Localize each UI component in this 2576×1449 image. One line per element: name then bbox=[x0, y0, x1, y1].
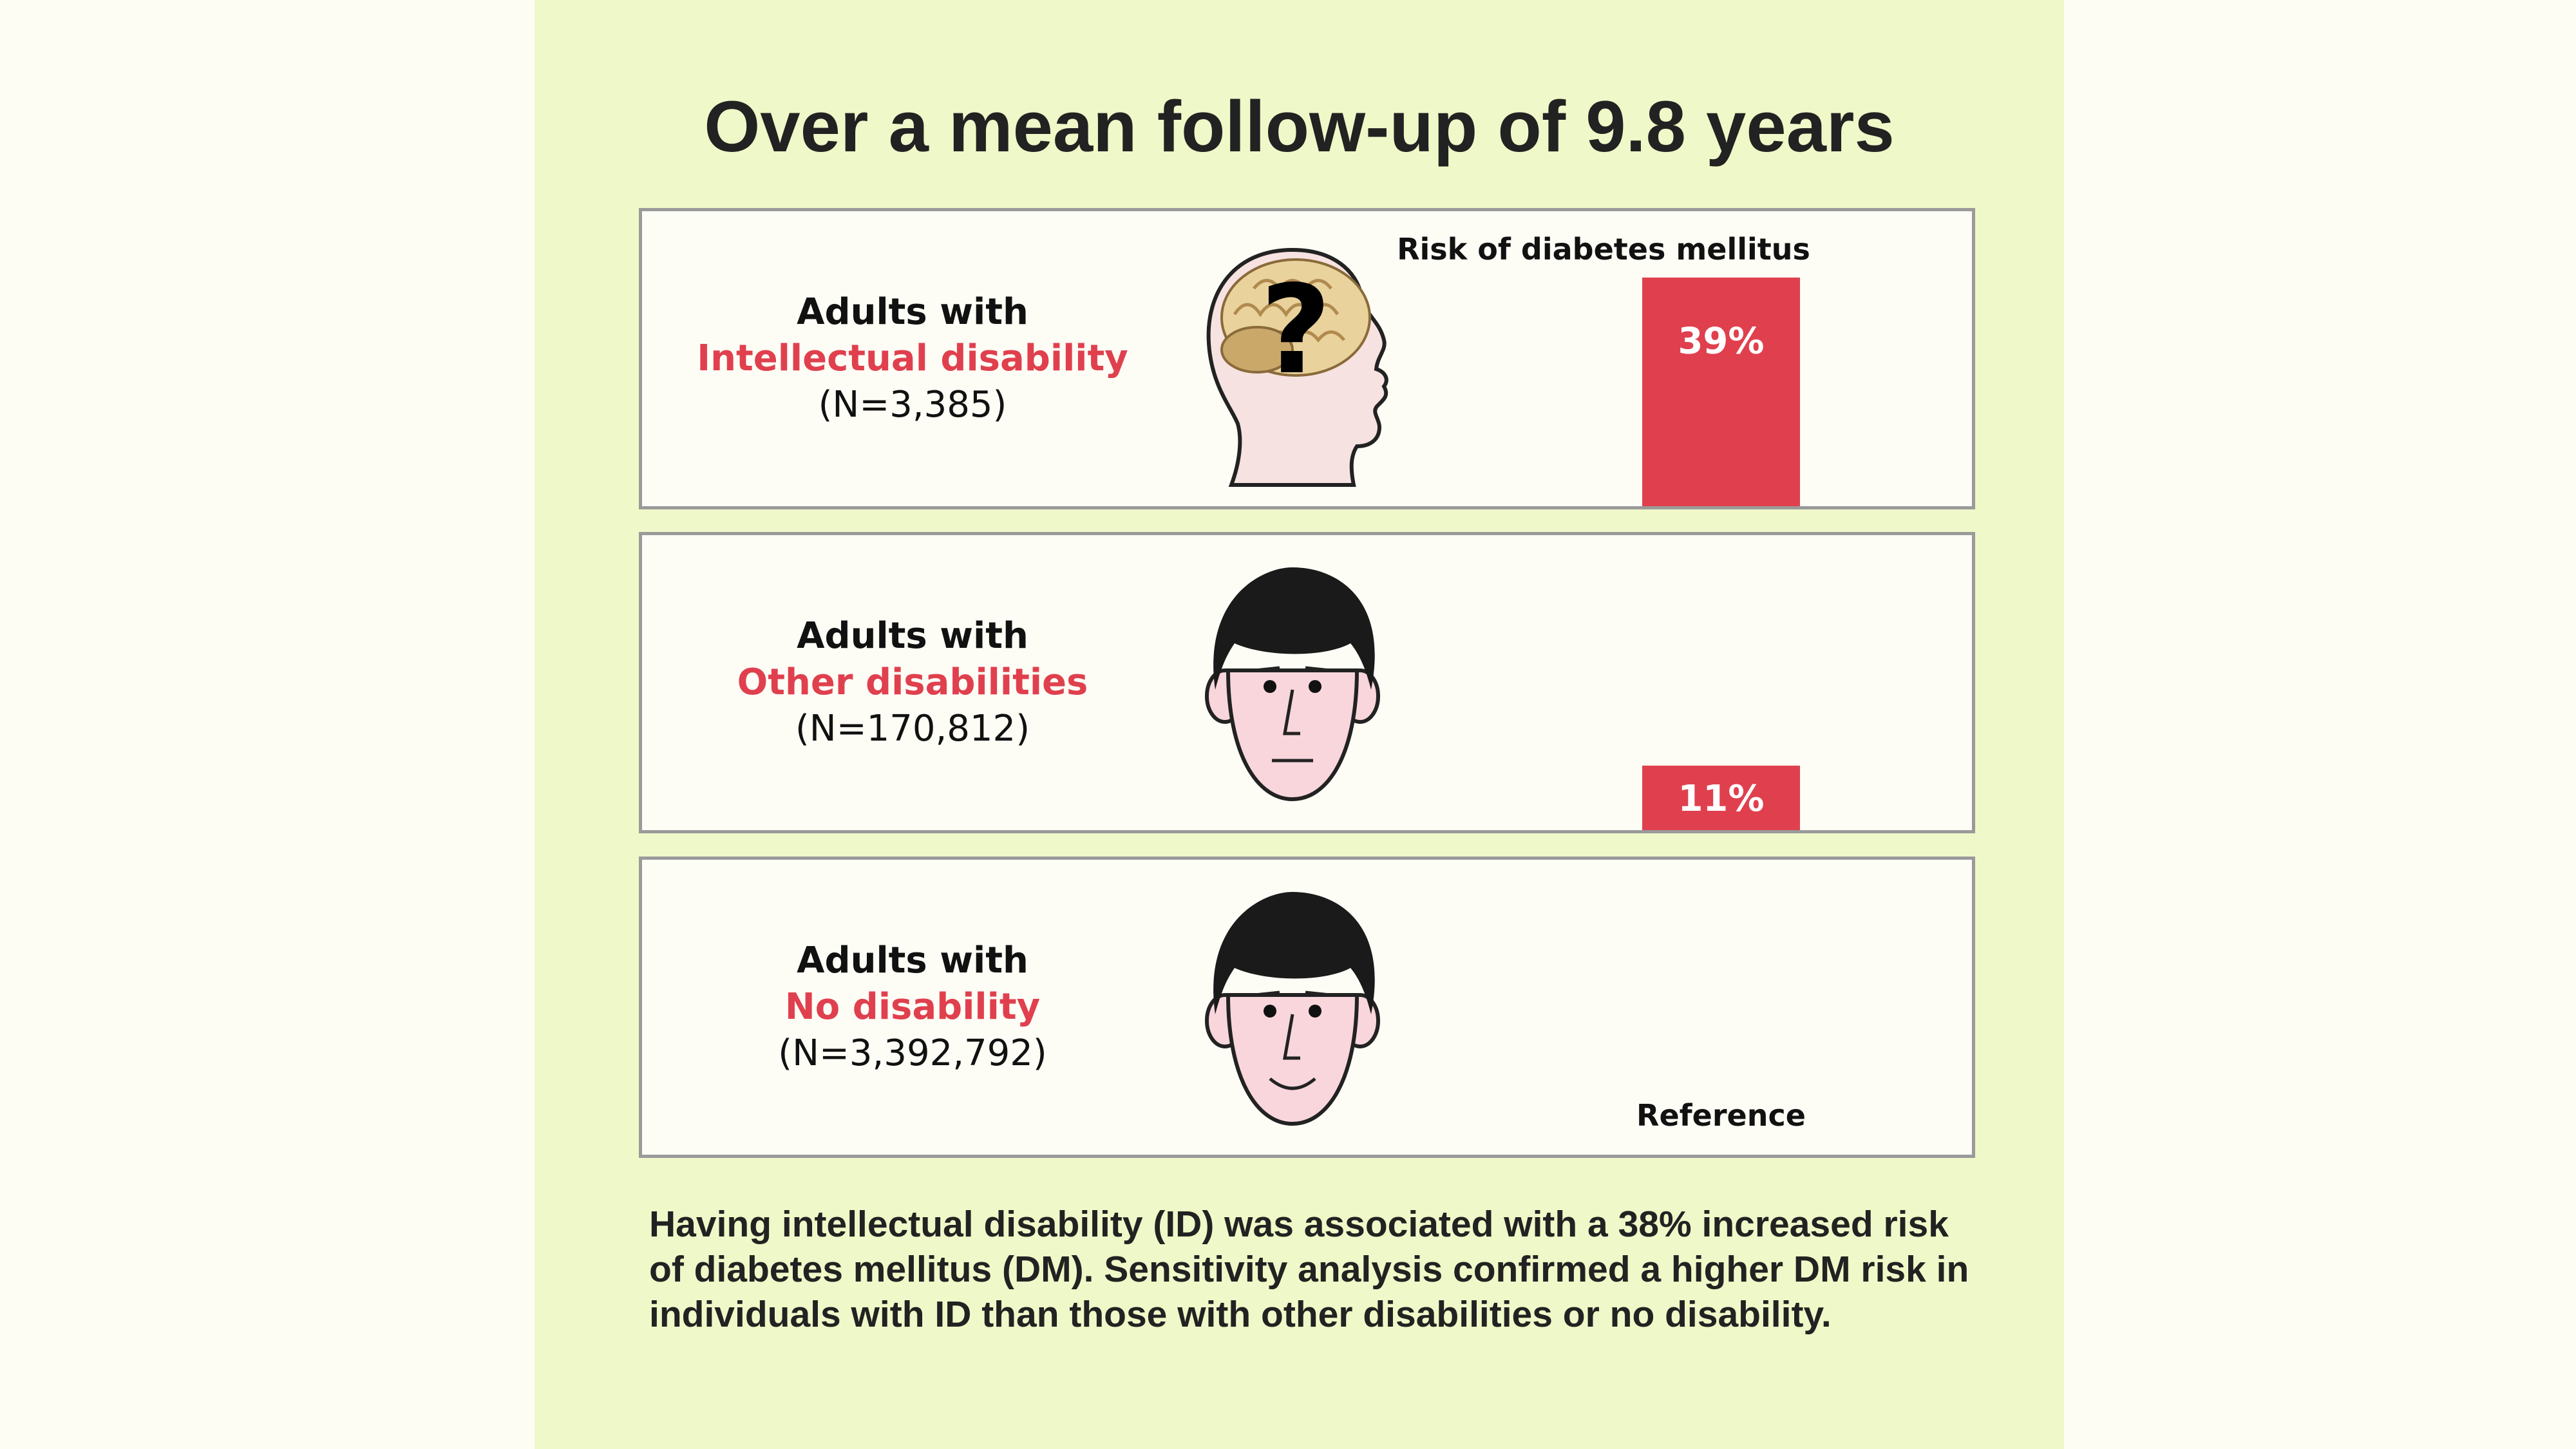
group-label-count: (N=170,812) bbox=[795, 708, 1030, 750]
group-label-line1: Adults with bbox=[797, 615, 1028, 657]
chart-title: Risk of diabetes mellitus bbox=[1397, 232, 1810, 267]
group-row-no-disability: Adults with No disability (N=3,392,792) bbox=[639, 857, 1975, 1158]
risk-bar-chart: 39% 11% Reference bbox=[1636, 278, 1806, 1133]
summary-text: Having intellectual disability (ID) was … bbox=[649, 1204, 1969, 1335]
bar-value-label: 11% bbox=[1678, 778, 1764, 820]
bar-other-disabilities bbox=[1642, 765, 1800, 830]
group-label-condition: Other disabilities bbox=[737, 661, 1088, 703]
svg-text:?: ? bbox=[1260, 259, 1331, 401]
bar-value-label: Reference bbox=[1636, 1098, 1806, 1133]
bar-intellectual-disability bbox=[1642, 278, 1800, 506]
group-label: Adults with No disability (N=3,392,792) bbox=[642, 860, 1183, 1155]
page-title: Over a mean follow-up of 9.8 years bbox=[704, 86, 1895, 167]
infographic-panel: Over a mean follow-up of 9.8 years Adult… bbox=[535, 0, 2064, 1449]
group-label-line1: Adults with bbox=[797, 940, 1028, 981]
neutral-face-icon bbox=[1205, 567, 1380, 802]
smiling-face-icon bbox=[1205, 892, 1380, 1126]
group-label-count: (N=3,385) bbox=[818, 384, 1007, 426]
bar-value-label: 39% bbox=[1678, 321, 1764, 363]
group-row-other-disabilities: Adults with Other disabilities (N=170,81… bbox=[639, 532, 1975, 833]
group-label-line1: Adults with bbox=[797, 291, 1028, 333]
brain-question-head-icon: ? bbox=[1206, 247, 1388, 487]
group-label: Adults with Intellectual disability (N=3… bbox=[642, 211, 1183, 506]
group-label: Adults with Other disabilities (N=170,81… bbox=[642, 535, 1183, 830]
group-label-condition: No disability bbox=[784, 986, 1041, 1028]
group-label-condition: Intellectual disability bbox=[697, 337, 1128, 379]
group-label-count: (N=3,392,792) bbox=[778, 1032, 1047, 1074]
